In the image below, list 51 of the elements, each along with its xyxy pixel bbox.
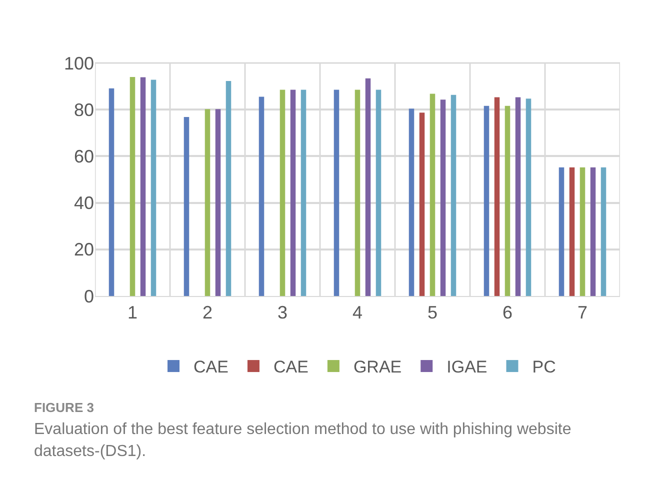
bar: [376, 90, 382, 296]
bar: [484, 106, 490, 296]
bar: [290, 90, 296, 296]
bar: [504, 106, 510, 296]
legend-label: GRAE: [353, 358, 402, 377]
legend-label: CAE: [194, 358, 228, 377]
bar: [365, 78, 371, 296]
bar: [494, 97, 500, 296]
x-tick-label: 4: [352, 302, 363, 323]
bar: [580, 167, 586, 296]
caption: FIGURE 3: [34, 400, 95, 415]
legend-label: PC: [532, 358, 556, 377]
bar: [450, 94, 456, 296]
bar: [408, 108, 414, 296]
x-tick-label: 7: [577, 302, 588, 323]
y-tick-label: 0: [84, 286, 94, 306]
text: Evaluation of the best feature selection method to use with phishing website datasets-(DS1).: [34, 420, 572, 462]
bar: [600, 167, 606, 296]
bar: [150, 80, 156, 296]
x-tick-label: 3: [277, 302, 288, 323]
bar: [354, 90, 360, 296]
legend-label: IGAE: [446, 358, 488, 377]
bar: [140, 77, 146, 296]
bar: [430, 94, 436, 296]
y-tick-label: 100: [64, 53, 94, 74]
bar: [184, 117, 190, 296]
bar: [558, 167, 564, 296]
bar: [226, 80, 232, 296]
bar: [334, 90, 340, 296]
bar: [130, 76, 136, 296]
y-tick-label: 20: [74, 240, 94, 260]
bar: [440, 100, 446, 296]
y-tick-label: 80: [74, 100, 94, 120]
legend-label: CAE: [273, 358, 308, 377]
bar: [108, 88, 114, 296]
x-tick-label: 6: [502, 302, 513, 323]
bar: [569, 167, 575, 296]
bar: [419, 112, 425, 296]
y-tick-label: 60: [74, 146, 94, 166]
x-tick-label: 5: [427, 302, 438, 323]
bar: [590, 167, 596, 296]
x-tick-label: 1: [127, 302, 138, 323]
bar: [300, 90, 306, 296]
bar: [526, 98, 532, 296]
bar: [204, 109, 210, 296]
x-tick-label: 2: [202, 302, 213, 323]
y-tick-label: 40: [74, 193, 94, 214]
bar: [280, 90, 286, 296]
bar: [215, 109, 221, 296]
bar: [258, 96, 264, 296]
bar: [515, 97, 521, 296]
